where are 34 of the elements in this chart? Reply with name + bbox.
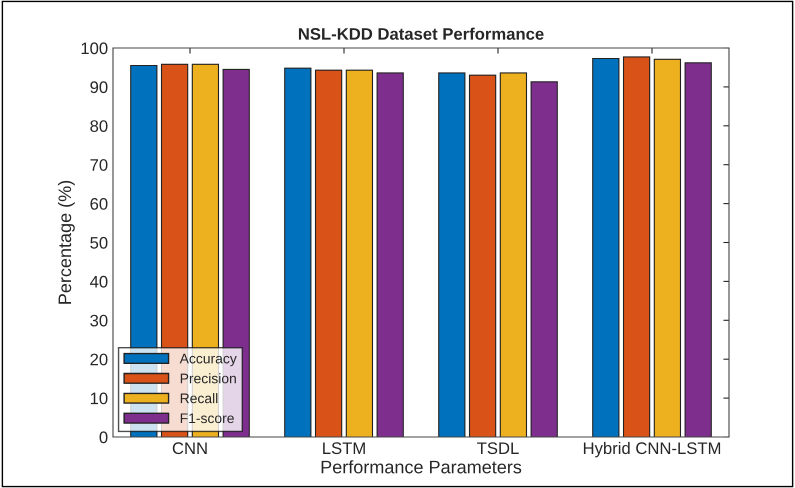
y-tick-label: 70 (90, 159, 108, 171)
bar (376, 72, 404, 437)
y-tick-label: 80 (90, 120, 108, 132)
y-tick-label: 40 (90, 276, 108, 288)
y-tick-label: 100 (82, 42, 108, 54)
x-tick-label: Hybrid CNN-LSTM (584, 442, 720, 458)
y-tick-label: 10 (90, 392, 108, 404)
legend-label: F1-score (180, 413, 234, 424)
y-tick-label: 30 (90, 314, 108, 327)
y-tick-label: 0 (100, 431, 108, 444)
bar (500, 72, 528, 437)
legend-label: Recall (180, 393, 218, 404)
y-tick-label: 60 (90, 198, 108, 210)
y-tick-label: 50 (90, 236, 108, 249)
bar (438, 72, 466, 437)
y-tick-label: 90 (90, 81, 108, 94)
bar (622, 56, 650, 437)
x-tick-label: LSTM (323, 442, 365, 454)
bar (684, 62, 712, 437)
y-tick-label: 20 (90, 354, 108, 366)
bar (468, 74, 496, 437)
bar (284, 68, 312, 437)
bar (530, 81, 558, 437)
x-tick-label: TSDL (477, 442, 519, 454)
x-axis-title: Performance Parameters (322, 460, 522, 474)
y-axis-title: Percentage (%) (58, 180, 75, 304)
legend-label: Accuracy (180, 354, 237, 366)
bar (314, 70, 342, 437)
bar (592, 58, 620, 437)
legend-label: Precision (180, 373, 236, 384)
x-tick-label: CNN (172, 442, 207, 454)
chart-title: NSL-KDD Dataset Performance (298, 28, 544, 40)
bar (654, 58, 682, 437)
bar (346, 70, 374, 437)
